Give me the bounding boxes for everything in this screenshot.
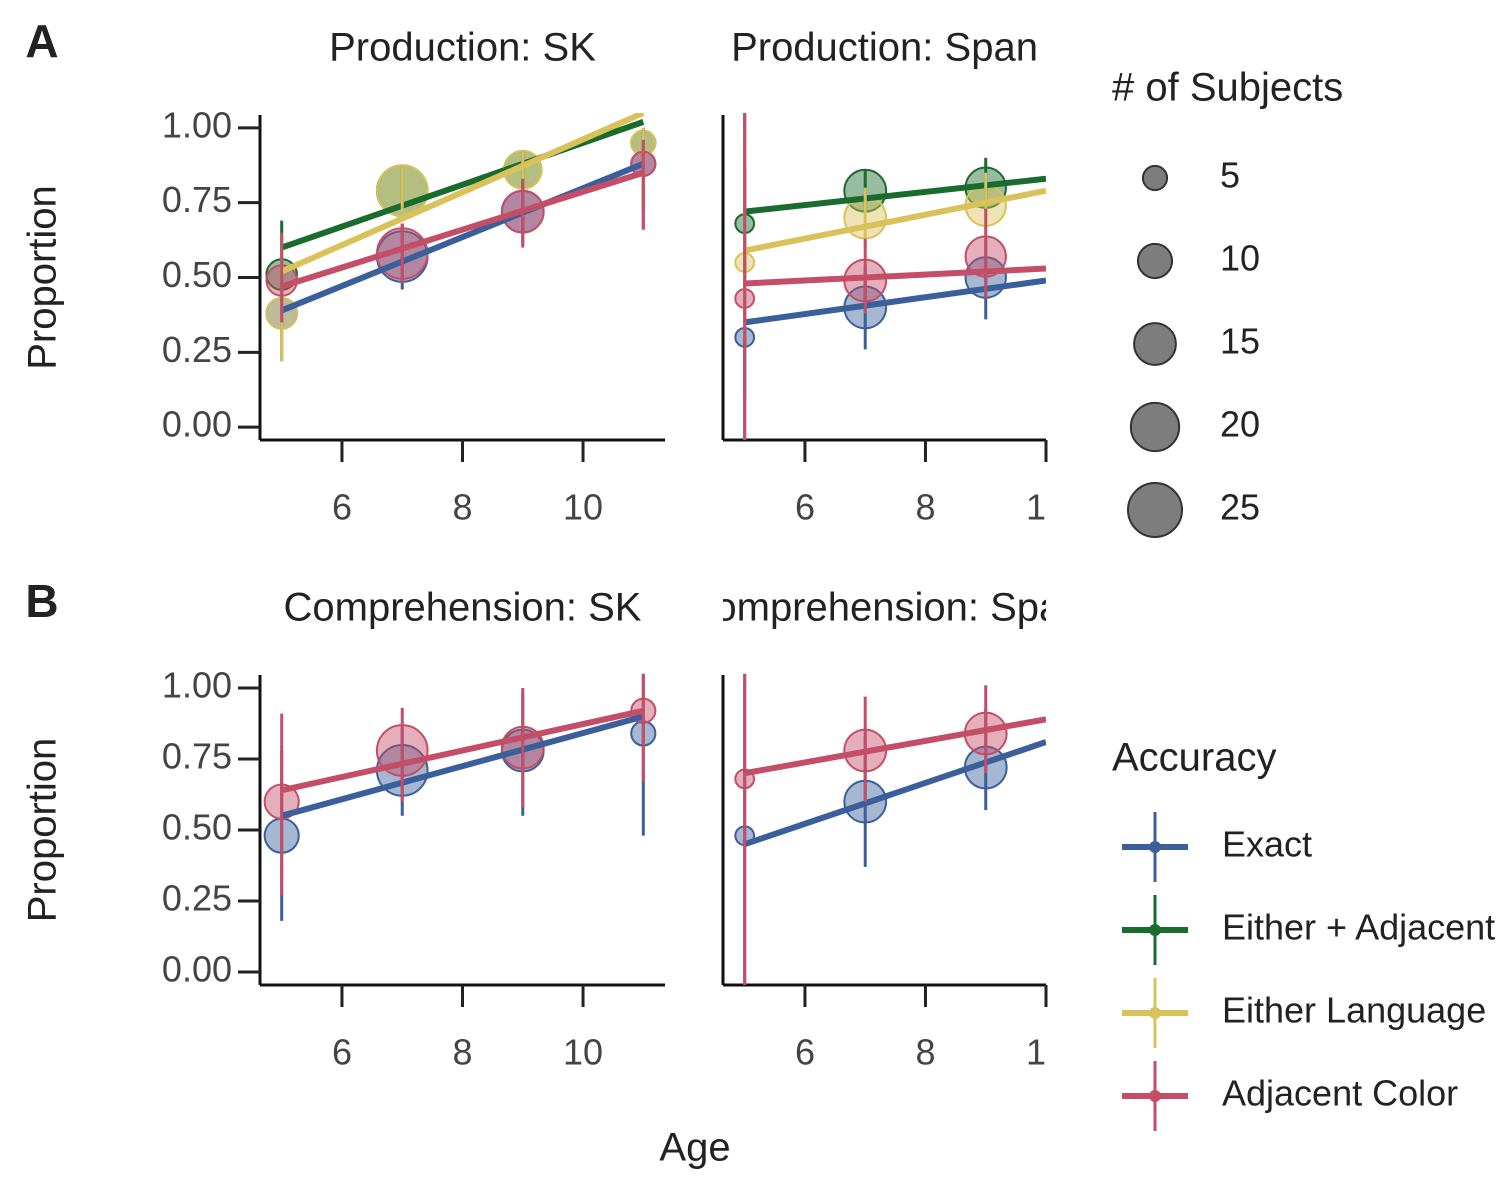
panel-title: Comprehension: Span bbox=[685, 586, 1083, 630]
legend-label: Exact bbox=[1222, 824, 1312, 865]
fit-line bbox=[280, 119, 645, 251]
y-tick-label: 0.00 bbox=[162, 948, 232, 989]
panel-label: B bbox=[25, 575, 58, 627]
size-legend-label: 15 bbox=[1220, 321, 1260, 362]
legend-label: Either + Adjacent bbox=[1222, 907, 1495, 948]
size-legend-label: 25 bbox=[1220, 487, 1260, 528]
size-legend-key bbox=[1127, 482, 1183, 538]
size-legend-key bbox=[1136, 242, 1174, 280]
fit-line bbox=[280, 160, 645, 314]
x-tick-label: 8 bbox=[452, 1032, 472, 1073]
x-tick-label: 10 bbox=[1026, 1032, 1066, 1073]
panel-label: A bbox=[25, 15, 58, 67]
x-tick-label: 6 bbox=[795, 487, 815, 528]
x-tick-label: 8 bbox=[915, 1032, 935, 1073]
x-axis-label: Age bbox=[659, 1126, 730, 1170]
y-tick-label: 0.50 bbox=[162, 807, 232, 848]
size-legend-key bbox=[1133, 322, 1177, 366]
fit-line bbox=[743, 739, 1046, 848]
size-legend-label: 5 bbox=[1220, 155, 1240, 196]
plot-area bbox=[734, 113, 1046, 440]
legend-swatch bbox=[1149, 841, 1161, 853]
size-legend-label: 20 bbox=[1220, 404, 1260, 445]
legend-label: Either Language bbox=[1222, 990, 1486, 1031]
fit-line bbox=[280, 113, 645, 275]
fit-line bbox=[280, 169, 645, 290]
x-tick-label: 10 bbox=[563, 1032, 603, 1073]
fit-line bbox=[744, 187, 1046, 254]
plot-area bbox=[734, 673, 1046, 985]
plot-area bbox=[265, 113, 657, 362]
legend-swatch bbox=[1149, 1007, 1161, 1019]
plot-area bbox=[263, 673, 657, 921]
y-tick-label: 0.25 bbox=[162, 877, 232, 918]
x-tick-label: 8 bbox=[915, 487, 935, 528]
y-tick-label: 0.75 bbox=[162, 736, 232, 777]
x-tick-label: 6 bbox=[332, 1032, 352, 1073]
legend-label: Adjacent Color bbox=[1222, 1073, 1458, 1114]
y-tick-label: 0.75 bbox=[162, 179, 232, 220]
panel-title: Production: Span bbox=[731, 26, 1038, 70]
y-tick-label: 1.00 bbox=[162, 665, 232, 706]
y-tick-label: 0.00 bbox=[162, 404, 232, 445]
size-legend-label: 10 bbox=[1220, 238, 1260, 279]
x-tick-label: 10 bbox=[563, 487, 603, 528]
x-tick-label: 6 bbox=[795, 1032, 815, 1073]
y-tick-label: 1.00 bbox=[162, 104, 232, 145]
y-tick-label: 0.50 bbox=[162, 254, 232, 295]
fit-line bbox=[744, 265, 1046, 287]
y-tick-label: 0.25 bbox=[162, 329, 232, 370]
y-axis-label: Proportion bbox=[21, 185, 65, 370]
fit-line bbox=[280, 713, 645, 819]
fit-line bbox=[744, 277, 1046, 326]
size-legend-key bbox=[1141, 164, 1169, 192]
legend-title: # of Subjects bbox=[1112, 66, 1343, 110]
legend-swatch bbox=[1149, 924, 1161, 936]
fit-line bbox=[744, 175, 1046, 215]
panel-title: Production: SK bbox=[329, 26, 596, 70]
size-legend-key bbox=[1129, 401, 1181, 453]
x-tick-label: 6 bbox=[332, 487, 352, 528]
y-axis-label: Proportion bbox=[21, 738, 65, 923]
fit-line bbox=[281, 707, 644, 794]
legend-title: Accuracy bbox=[1112, 736, 1277, 780]
fit-line bbox=[744, 716, 1046, 777]
x-tick-label: 8 bbox=[452, 487, 472, 528]
x-tick-label: 10 bbox=[1026, 487, 1066, 528]
legend-swatch bbox=[1149, 1090, 1161, 1102]
panel-title: Comprehension: SK bbox=[284, 586, 642, 630]
